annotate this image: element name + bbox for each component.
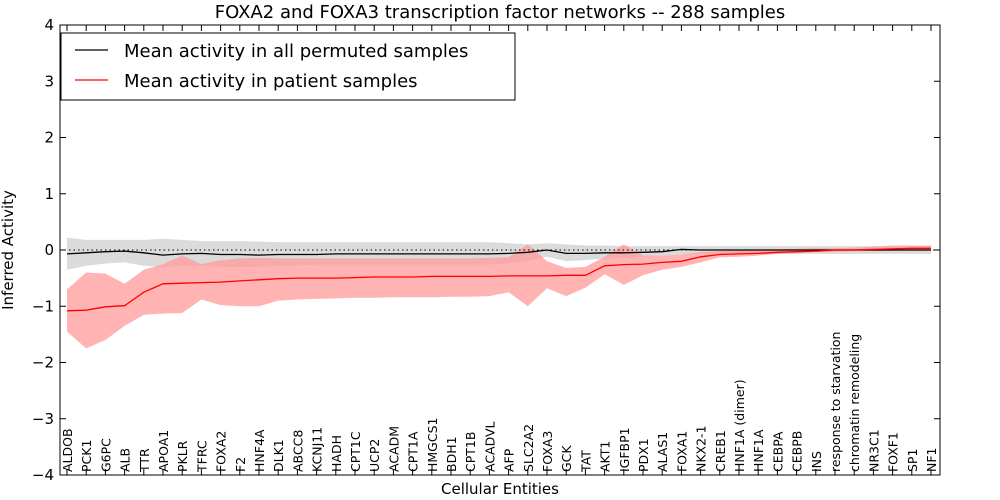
category-labels: ALDOB PCK1 G6PC ALB TTR APOA1 PKLR TFRC FOXA2 F2 H… xyxy=(60,332,939,474)
category-label: HNF1A (dimer) xyxy=(732,379,747,472)
category-label: GCK xyxy=(559,445,574,472)
category-label: FOXA2 xyxy=(214,431,229,472)
category-label: PKLR xyxy=(175,440,190,472)
category-label: ALDOB xyxy=(60,428,75,472)
y-tick-label: 4 xyxy=(44,16,54,34)
category-label: F2 xyxy=(233,457,248,472)
category-label: PCK1 xyxy=(79,440,94,472)
category-label: BDH1 xyxy=(444,436,459,472)
category-label: AFP xyxy=(502,448,517,472)
y-tick-label: −3 xyxy=(32,410,54,428)
y-axis-label: Inferred Activity xyxy=(0,190,17,310)
y-tick-label: 2 xyxy=(44,129,54,147)
category-label: HADH xyxy=(329,435,344,472)
y-tick-label: −1 xyxy=(32,297,54,315)
category-label: HMGCS1 xyxy=(425,418,440,473)
category-label: ACADVL xyxy=(482,421,497,472)
category-label: UCP2 xyxy=(367,439,382,472)
category-label: HNF1A xyxy=(751,429,766,472)
patient-line xyxy=(66,247,931,312)
category-label: INS xyxy=(809,451,824,472)
category-label: CPT1A xyxy=(406,431,421,472)
category-label: chromatin remodeling xyxy=(847,334,862,472)
category-label: DLK1 xyxy=(271,439,286,472)
category-label: AKT1 xyxy=(598,441,613,472)
category-label: ALAS1 xyxy=(655,432,670,472)
category-label: CREB1 xyxy=(713,430,728,472)
y-tick-label: −4 xyxy=(32,466,54,484)
category-label: TTR xyxy=(137,448,152,473)
category-label: CPT1B xyxy=(463,432,478,472)
category-label: KCNJ11 xyxy=(310,427,325,472)
category-label: IGFBP1 xyxy=(617,427,632,472)
category-label: CPT1C xyxy=(348,431,363,472)
chart-title: FOXA2 and FOXA3 transcription factor net… xyxy=(215,2,785,23)
category-label: G6PC xyxy=(98,438,113,472)
category-label: SLC2A2 xyxy=(521,424,536,472)
category-label: NF1 xyxy=(924,448,939,473)
y-tick-label: 0 xyxy=(44,241,54,259)
x-axis xyxy=(66,25,932,475)
category-label: CEBPA xyxy=(770,431,785,472)
legend-label-patient: Mean activity in patient samples xyxy=(124,71,418,92)
series-lines xyxy=(66,247,932,312)
y-tick-label: −2 xyxy=(32,354,54,372)
x-axis-label: Cellular Entities xyxy=(441,480,559,498)
category-label: response to starvation xyxy=(828,332,843,473)
plot-frame xyxy=(59,24,941,476)
category-label: TFRC xyxy=(194,440,209,473)
category-label: SP1 xyxy=(905,449,920,472)
category-label: CEBPB xyxy=(790,431,805,472)
category-label: APOA1 xyxy=(156,430,171,472)
category-label: FOXA3 xyxy=(540,431,555,472)
legend-box xyxy=(60,32,516,101)
category-label: ACADM xyxy=(386,426,401,472)
category-label: PDX1 xyxy=(636,438,651,472)
legend-label-permuted: Mean activity in all permuted samples xyxy=(124,41,468,62)
patient-band xyxy=(67,244,931,349)
permuted-line xyxy=(66,248,931,256)
y-tick-label: 3 xyxy=(44,72,54,90)
y-tick-label: 1 xyxy=(44,185,54,203)
category-label: ALB xyxy=(118,448,133,472)
category-label: TAT xyxy=(578,450,593,473)
category-label: NKX2-1 xyxy=(694,425,709,472)
legend: Mean activity in all permuted samples Me… xyxy=(60,32,516,101)
category-label: NR3C1 xyxy=(866,429,881,472)
category-label: ABCC8 xyxy=(290,430,305,472)
category-label: FOXF1 xyxy=(886,432,901,472)
category-label: HNF4A xyxy=(252,429,267,472)
category-label: FOXA1 xyxy=(674,431,689,472)
